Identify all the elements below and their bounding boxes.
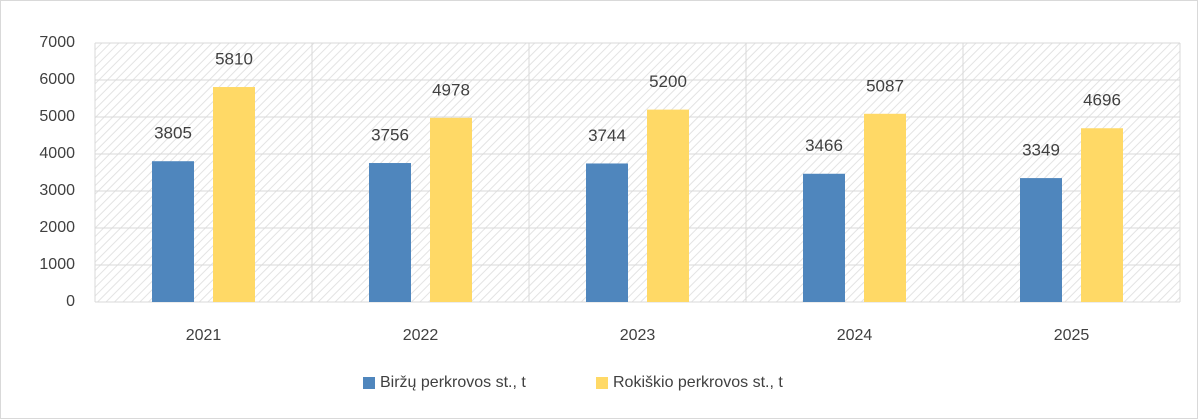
x-tick-label: 2024	[837, 327, 873, 344]
data-label: 5200	[649, 72, 687, 91]
x-tick-label: 2023	[620, 327, 656, 344]
y-tick-label: 0	[66, 293, 75, 310]
bar	[213, 87, 255, 302]
legend-swatch	[363, 377, 375, 389]
data-label: 3744	[588, 126, 626, 145]
legend-label: Rokiškio perkrovos st., t	[613, 374, 783, 391]
data-label: 5087	[866, 76, 904, 95]
y-tick-label: 4000	[39, 145, 75, 162]
data-label: 3466	[805, 136, 843, 155]
data-label: 3805	[154, 124, 192, 143]
bar	[1081, 128, 1123, 302]
bar	[152, 161, 194, 302]
y-tick-label: 1000	[39, 256, 75, 273]
y-tick-label: 5000	[39, 108, 75, 125]
data-label: 4696	[1083, 91, 1121, 110]
plot-area	[95, 43, 1180, 302]
bar	[369, 163, 411, 302]
bar	[647, 109, 689, 302]
bar	[430, 117, 472, 303]
legend-swatch	[596, 377, 608, 389]
y-tick-label: 3000	[39, 182, 75, 199]
y-tick-label: 7000	[39, 34, 75, 51]
y-tick-label: 2000	[39, 219, 75, 236]
data-label: 4978	[432, 80, 470, 99]
legend-label: Biržų perkrovos st., t	[380, 374, 526, 391]
bar	[586, 163, 628, 302]
y-tick-label: 6000	[39, 71, 75, 88]
bar	[864, 113, 906, 302]
x-tick-label: 2022	[403, 327, 439, 344]
bar	[803, 173, 845, 302]
data-label: 5810	[215, 50, 253, 69]
data-label: 3756	[371, 126, 409, 145]
data-label: 3349	[1022, 141, 1060, 160]
bar	[1020, 178, 1062, 302]
x-tick-label: 2025	[1054, 327, 1090, 344]
x-tick-label: 2021	[186, 327, 222, 344]
